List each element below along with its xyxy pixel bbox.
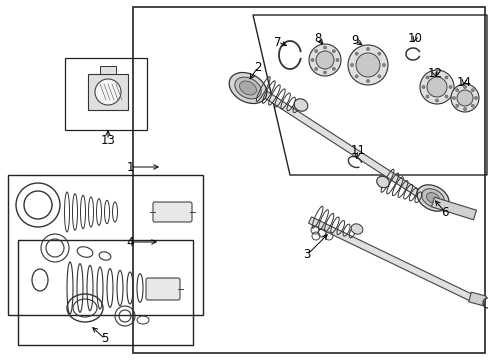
Ellipse shape	[239, 81, 256, 95]
Circle shape	[314, 50, 317, 53]
Text: 11: 11	[350, 144, 365, 157]
Circle shape	[366, 48, 369, 50]
Ellipse shape	[419, 70, 453, 104]
Ellipse shape	[426, 193, 439, 203]
Polygon shape	[468, 292, 485, 306]
Ellipse shape	[456, 90, 472, 106]
Circle shape	[377, 75, 380, 78]
Ellipse shape	[347, 45, 387, 85]
Circle shape	[335, 59, 338, 62]
Bar	[100, 66, 116, 74]
Circle shape	[435, 99, 438, 102]
Circle shape	[463, 108, 466, 111]
Circle shape	[448, 86, 451, 89]
Circle shape	[425, 95, 428, 98]
Ellipse shape	[315, 51, 333, 69]
Circle shape	[455, 104, 458, 107]
Text: 12: 12	[427, 67, 442, 80]
Circle shape	[354, 52, 357, 55]
Circle shape	[323, 71, 326, 74]
Circle shape	[382, 63, 385, 67]
Text: 1: 1	[126, 161, 134, 174]
Text: 3: 3	[303, 248, 310, 261]
Ellipse shape	[229, 72, 266, 104]
Bar	[65, 58, 147, 130]
Circle shape	[354, 75, 357, 78]
FancyBboxPatch shape	[146, 278, 180, 300]
Text: 7: 7	[274, 36, 281, 49]
Text: 9: 9	[350, 33, 358, 46]
Circle shape	[323, 46, 326, 49]
Circle shape	[455, 89, 458, 92]
Bar	[88, 74, 128, 110]
Text: 6: 6	[440, 206, 448, 219]
Bar	[8, 175, 203, 315]
Circle shape	[444, 76, 447, 79]
Ellipse shape	[426, 77, 446, 97]
Circle shape	[463, 86, 466, 89]
Ellipse shape	[450, 84, 478, 112]
Ellipse shape	[350, 224, 362, 234]
Text: 13: 13	[101, 134, 115, 147]
Ellipse shape	[421, 189, 444, 207]
Ellipse shape	[294, 99, 307, 111]
Ellipse shape	[416, 185, 448, 211]
Circle shape	[421, 86, 424, 89]
Bar	[18, 240, 193, 345]
FancyBboxPatch shape	[153, 202, 192, 222]
Text: 4: 4	[126, 235, 134, 248]
Circle shape	[444, 95, 447, 98]
Text: 2: 2	[254, 60, 261, 73]
Circle shape	[95, 79, 121, 105]
Circle shape	[332, 50, 335, 53]
Circle shape	[470, 89, 473, 92]
Circle shape	[425, 76, 428, 79]
Circle shape	[470, 104, 473, 107]
Ellipse shape	[355, 53, 379, 77]
Text: 10: 10	[407, 32, 422, 45]
Polygon shape	[245, 80, 431, 204]
Circle shape	[473, 96, 476, 99]
Polygon shape	[430, 197, 475, 220]
Circle shape	[332, 67, 335, 70]
Ellipse shape	[376, 176, 388, 188]
Text: 5: 5	[101, 333, 108, 346]
Circle shape	[350, 63, 353, 67]
Text: 14: 14	[456, 76, 470, 89]
Circle shape	[366, 80, 369, 82]
Circle shape	[451, 96, 454, 99]
Circle shape	[314, 67, 317, 70]
Text: 8: 8	[314, 32, 321, 45]
Circle shape	[435, 72, 438, 75]
Circle shape	[377, 52, 380, 55]
Ellipse shape	[308, 44, 340, 76]
Circle shape	[310, 59, 313, 62]
Ellipse shape	[234, 77, 261, 99]
Polygon shape	[308, 217, 472, 301]
Bar	[133, 7, 484, 353]
